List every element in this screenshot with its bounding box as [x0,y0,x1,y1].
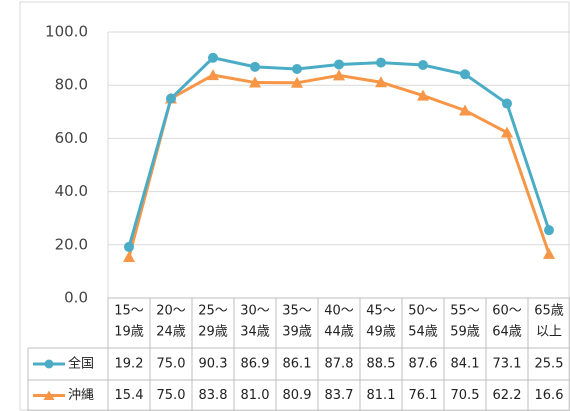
x-tick-label: 以上 [536,325,562,340]
point [123,251,135,263]
y-tick-label: 100.0 [45,23,88,41]
point [502,98,512,109]
y-tick-label: 80.0 [55,76,88,94]
data-label: 73.1 [493,357,522,372]
data-label: 81.0 [241,388,270,403]
point [334,59,344,70]
data-label: 25.5 [535,357,564,372]
data-label: 75.0 [157,357,186,372]
x-tick-label: 15～ [114,304,144,319]
point [291,76,303,88]
data-label: 19.2 [115,357,144,372]
y-tick-label: 20.0 [55,235,88,253]
data-label: 76.1 [409,388,438,403]
y-tick-label: 60.0 [55,129,88,147]
x-tick-label: 40～ [324,304,354,319]
point [418,59,428,70]
data-label: 15.4 [115,388,144,403]
point [207,69,219,81]
data-label: 83.8 [199,388,228,403]
x-tick-label: 59歳 [450,325,480,340]
point [543,247,555,259]
data-label: 70.5 [451,388,480,403]
legend-label: 全国 [68,356,94,372]
y-tick-label: 0.0 [64,289,88,307]
point [459,104,471,116]
point [124,241,134,252]
point [501,126,513,138]
legend-marker [44,359,54,369]
legend-marker [43,390,55,400]
x-tick-label: 29歳 [198,325,228,340]
data-label: 86.9 [241,357,270,372]
point [292,63,302,74]
y-tick-label: 40.0 [55,182,88,200]
x-tick-label: 64歳 [492,325,522,340]
x-tick-label: 34歳 [240,325,270,340]
legend-label: 沖縄 [68,388,94,403]
x-tick-label: 20～ [156,304,186,319]
data-label: 83.7 [325,388,354,403]
x-tick-label: 45～ [366,304,396,319]
point [166,93,176,104]
plot-frame [19,1,570,411]
point [375,76,387,88]
point [249,76,261,88]
x-tick-label: 44歳 [324,325,354,340]
data-label: 81.1 [367,388,396,403]
x-tick-label: 65歳 [534,304,564,319]
x-tick-label: 60～ [492,304,522,319]
data-label: 80.9 [283,388,312,403]
point [333,69,345,81]
x-tick-label: 30～ [240,304,270,319]
x-tick-label: 50～ [408,304,438,319]
x-tick-label: 35～ [282,304,312,319]
data-label: 90.3 [199,357,228,372]
data-label: 87.6 [409,357,438,372]
x-tick-label: 55～ [450,304,480,319]
x-tick-label: 24歳 [156,325,186,340]
data-label: 16.6 [535,388,564,403]
x-tick-label: 25～ [198,304,228,319]
x-tick-label: 19歳 [114,325,144,340]
x-tick-label: 39歳 [282,325,312,340]
point [208,52,218,63]
data-label: 86.1 [283,357,312,372]
point [376,57,386,68]
data-label: 87.8 [325,357,354,372]
point [460,69,470,80]
x-tick-label: 54歳 [408,325,438,340]
point [544,225,554,236]
x-tick-label: 49歳 [366,325,396,340]
data-label: 88.5 [367,357,396,372]
data-label: 84.1 [451,357,480,372]
point [417,89,429,101]
data-label: 75.0 [157,388,186,403]
point [250,61,260,72]
series-line [127,73,551,258]
data-label: 62.2 [493,388,522,403]
